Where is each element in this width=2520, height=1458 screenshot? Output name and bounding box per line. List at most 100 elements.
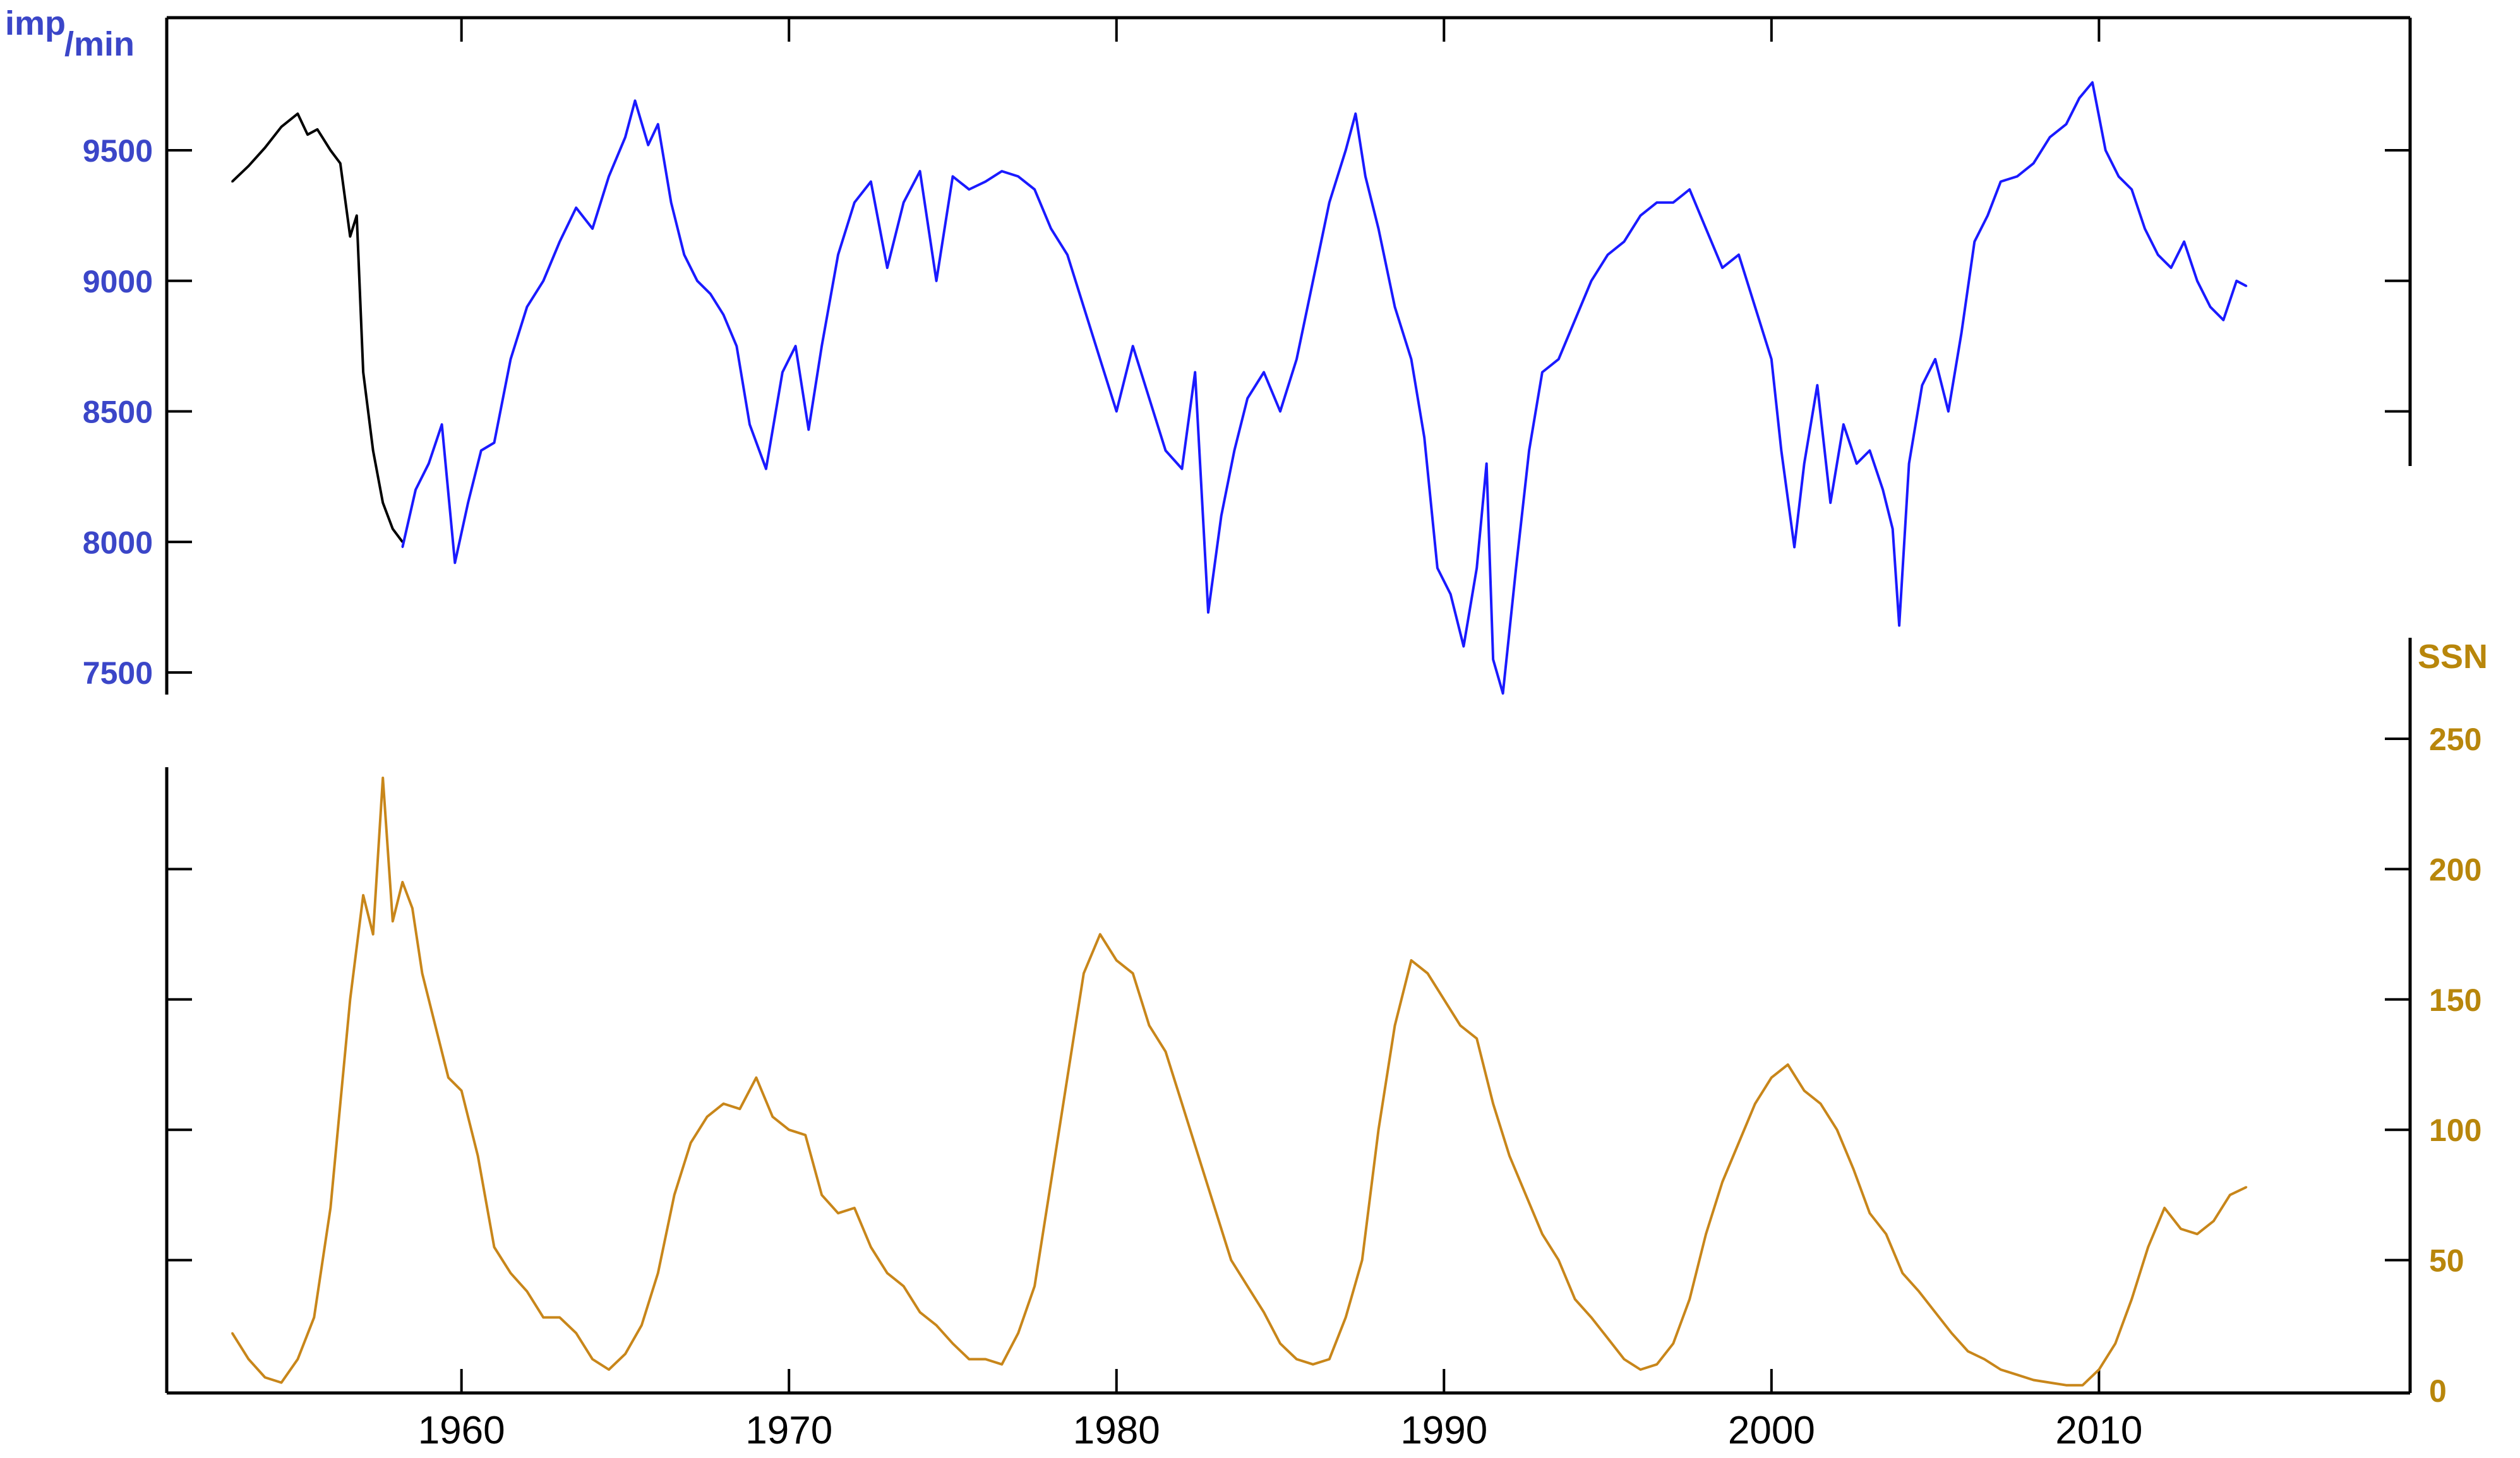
ssn-series-line-point [968,1358,970,1360]
neutron-series-line-point [2016,175,2019,177]
ssn-series-line-point [1508,1154,1511,1157]
ssn-series-line [231,776,2247,1387]
ssn-series-line-point [1246,1285,1249,1288]
ssn-series-line-point [1868,1212,1871,1214]
ssn-series-line-point [2163,1207,2166,1209]
neutron-series-line-point [1066,253,1069,256]
neutron-early-series-line-point [231,181,234,183]
neutron-series-line-point [525,306,528,308]
ssn-series-line-point [1345,1316,1347,1318]
axes-layer [165,16,2412,1395]
ssn-series-line-point [919,1311,921,1313]
ssn-series-line-point [1459,1024,1461,1027]
neutron-ylabel-sub: /min [64,25,135,63]
ssn-series-line-point [640,1324,643,1327]
neutron-series-line-point [1829,501,1832,504]
ssn-series-line-point [1655,1363,1658,1366]
neutron-early-series-line-point [349,235,351,237]
ssn-series-line-point [1115,959,1118,962]
neutron-series-line-point [935,280,938,282]
neutron-series-line-point [919,170,921,172]
neutron-series-line [401,81,2247,695]
neutron-series-line-point [1892,528,1894,530]
ssn-series-line-point [1950,1332,1953,1334]
neutron-series-line-point [1492,658,1494,660]
neutron-series-line-point [1986,214,1989,217]
neutron-early-series-line-point [381,501,384,504]
neutron-series-line-point [1410,358,1412,361]
neutron-series-line-point [765,467,767,470]
ssn-series-line-point [951,1342,954,1345]
neutron-series-line-point [1279,410,1281,412]
ssn-series-line-point [2065,1384,2068,1387]
neutron-series-line-point [820,345,823,347]
neutron-series-line-point [2130,188,2133,191]
ssn-series-line-point [477,1154,479,1157]
neutron-series-line-point [1345,149,1347,152]
ssn-series-line-point [837,1212,839,1214]
ssn-series-line-point [1983,1358,1986,1360]
neutron-series-line-point [984,181,987,183]
ssn-series-line-point [2032,1378,2035,1381]
ssn-series-line-point [1705,1233,1707,1235]
neutron-series-line-point [542,280,544,282]
neutron-series-line-point [1246,397,1249,400]
neutron-series-line-point [2144,227,2146,230]
neutron-series-line-point [1165,450,1167,452]
neutron-series-line-point [575,206,577,209]
ssn-series-line-point [2081,1384,2084,1387]
ssn-series-line-point [1394,1024,1396,1027]
ssn-series-line-point [280,1382,282,1384]
neutron-series-line-point [2091,81,2094,83]
ssn-series-line-point [591,1358,594,1360]
ssn-series-line-point [1590,1316,1593,1318]
neutron-series-line-point [853,201,856,204]
neutron-series-line-point [1528,450,1530,452]
neutron-series-line-point [903,201,905,204]
ssn-series-line-point [788,1128,790,1131]
ssn-series-line-point [2245,1186,2248,1188]
neutron-early-series-line-point [306,133,309,136]
xtick-label: 1960 [418,1409,505,1452]
ssn-ylabel: SSN [2418,638,2488,676]
ssn-series-line-point [2147,1246,2149,1248]
ssn-series-line-point [2180,1228,2182,1230]
ssn-series-line-point [1574,1298,1576,1301]
neutron-series-line-point [670,201,673,204]
neutron-series-line-point [647,144,649,146]
neutron-series-line-point [1099,358,1101,361]
neutron-series-line-point [1639,214,1641,217]
ssn-series-line-point [372,933,375,936]
neutron-series-line-point [1233,450,1235,452]
ssn-series-line-point [755,1077,757,1079]
ssn-series-line-point [329,1207,332,1209]
neutron-series-line-point [414,489,417,491]
neutron-series-line-point [1868,450,1871,452]
ssn-series-line-point [411,907,414,909]
neutron-series-line-point [807,428,810,431]
ssn-series-line-point [1885,1233,1887,1235]
neutron-series-line-point [1754,306,1756,308]
ssn-ytick-label: 0 [2429,1373,2447,1409]
neutron-series-line-point [748,423,751,426]
neutron-series-line-point [1816,384,1818,386]
ssn-series-line-point [624,1353,627,1355]
neutron-early-series-line-point [264,146,267,149]
ssn-series-line-point [542,1316,544,1318]
neutron-series-line-point [1295,358,1298,361]
neutron-series-line-point [1462,645,1465,648]
labels-layer: imp /min SSN 7500 8000 8500 9000 9500 0 50 100 1… [5,4,2488,1452]
ssn-series-line-point [313,1316,315,1318]
neutron-early-series-line-point [392,528,394,530]
neutron-series-line-point [493,441,496,444]
neutron-series-line-point [1803,462,1806,465]
ssn-ytick-label: 100 [2429,1113,2481,1148]
ssn-series-line-point [339,1102,342,1105]
ssn-series-line-point [1475,1037,1478,1040]
neutron-series-line-point [1607,253,1609,256]
ssn-series-line-point [460,1089,463,1092]
neutron-early-series-line-point [339,162,342,165]
neutron-series-line-point [1737,253,1740,256]
ssn-series-line-point [903,1285,905,1288]
neutron-series-line-point [467,501,469,504]
